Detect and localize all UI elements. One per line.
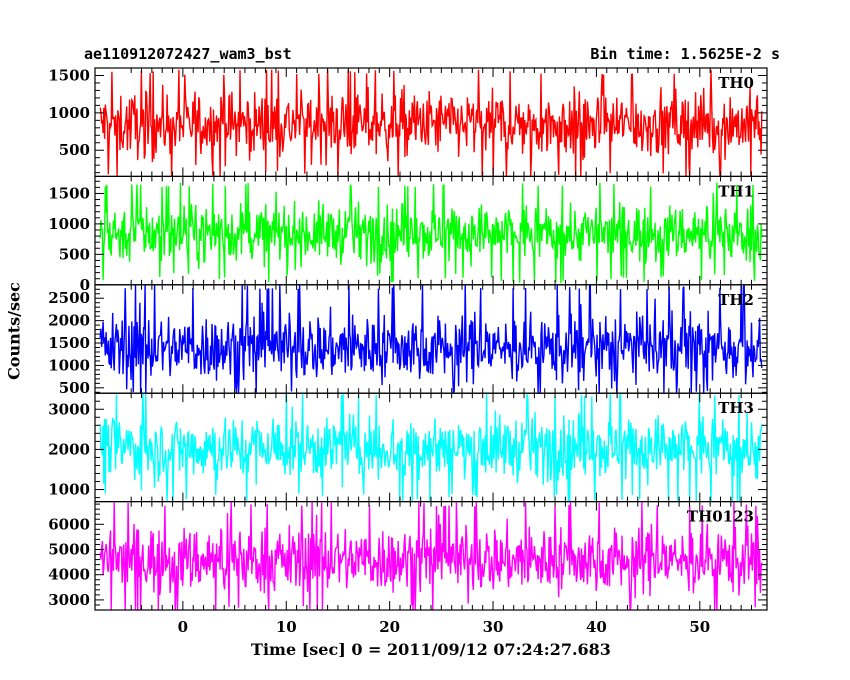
y-tick-label-th3: 2000 — [48, 440, 90, 458]
y-tick-label-th2: 2500 — [48, 289, 90, 307]
series-th1 — [99, 182, 763, 284]
y-tick-label-th2: 2000 — [48, 312, 90, 330]
bin-time-label: Bin time: 1.5625E-2 s — [590, 45, 780, 63]
y-tick-label-th3: 3000 — [48, 400, 90, 418]
y-tick-label-th0: 500 — [59, 141, 90, 159]
chart-title: ae110912072427_wam3_bst — [84, 45, 292, 63]
y-tick-label-th1: 1500 — [48, 184, 90, 202]
y-tick-label-th2: 500 — [59, 379, 90, 397]
series-th0123 — [99, 501, 763, 611]
panel-label-th3: TH3 — [718, 399, 754, 417]
y-tick-label-th0: 1500 — [48, 66, 90, 84]
series-th3 — [99, 393, 763, 502]
y-tick-label-th3: 1000 — [48, 481, 90, 499]
x-tick-label: 0 — [178, 618, 188, 636]
y-tick-label-th0123: 3000 — [48, 591, 90, 609]
x-tick-label: 50 — [689, 618, 710, 636]
x-tick-label: 10 — [276, 618, 297, 636]
y-tick-label-th0: 1000 — [48, 104, 90, 122]
y-tick-label-th1: 1000 — [48, 215, 90, 233]
series-th2 — [99, 284, 763, 394]
y-tick-label-th0123: 4000 — [48, 566, 90, 584]
y-tick-label-th0123: 5000 — [48, 540, 90, 558]
panel-label-th0123: TH0123 — [687, 508, 754, 526]
y-tick-label-th1: 500 — [59, 245, 90, 263]
series-th0 — [99, 69, 763, 177]
y-tick-label-th2: 1500 — [48, 334, 90, 352]
y-tick-label-th1: 0 — [80, 276, 90, 294]
y-tick-label-th0123: 6000 — [48, 515, 90, 533]
panel-label-th2: TH2 — [718, 291, 754, 309]
x-tick-label: 30 — [483, 618, 504, 636]
y-axis-label: Counts/sec — [4, 282, 24, 380]
x-tick-label: 20 — [379, 618, 400, 636]
panel-label-th1: TH1 — [718, 182, 754, 200]
x-tick-label: 40 — [586, 618, 607, 636]
x-axis-label: Time [sec] 0 = 2011/09/12 07:24:27.683 — [251, 640, 611, 659]
panel-label-th0: TH0 — [718, 74, 754, 92]
y-tick-label-th2: 1000 — [48, 356, 90, 374]
